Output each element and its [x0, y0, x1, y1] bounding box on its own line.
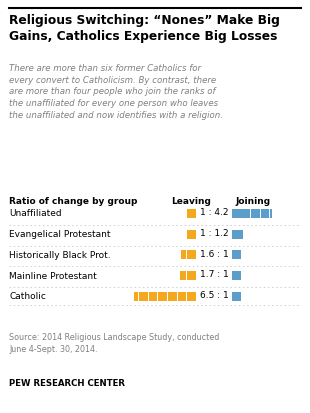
Bar: [261, 209, 269, 218]
Text: Catholic: Catholic: [9, 292, 46, 301]
Text: 6.5 : 1: 6.5 : 1: [200, 290, 228, 299]
Bar: [134, 292, 138, 301]
Text: Religious Switching: “Nones” Make Big
Gains, Catholics Experience Big Losses: Religious Switching: “Nones” Make Big Ga…: [9, 14, 280, 43]
Text: 1 : 4.2: 1 : 4.2: [200, 208, 228, 217]
Bar: [232, 292, 241, 301]
Bar: [168, 292, 177, 301]
Text: Leaving: Leaving: [171, 196, 210, 205]
Bar: [180, 271, 186, 280]
Bar: [187, 209, 196, 218]
Bar: [232, 271, 241, 280]
Text: Ratio of change by group: Ratio of change by group: [9, 196, 138, 205]
Text: 1.6 : 1: 1.6 : 1: [200, 249, 228, 258]
Bar: [232, 230, 241, 239]
Bar: [187, 271, 196, 280]
Text: There are more than six former Catholics for
every convert to Catholicism. By co: There are more than six former Catholics…: [9, 64, 223, 119]
Bar: [178, 292, 186, 301]
Bar: [241, 209, 250, 218]
Bar: [232, 209, 241, 218]
Bar: [187, 292, 196, 301]
Text: Unaffiliated: Unaffiliated: [9, 209, 62, 218]
Bar: [270, 209, 272, 218]
Bar: [139, 292, 148, 301]
Bar: [187, 230, 196, 239]
Text: Evangelical Protestant: Evangelical Protestant: [9, 230, 111, 239]
Bar: [241, 230, 243, 239]
Text: Source: 2014 Religious Landscape Study, conducted
June 4-Sept. 30, 2014.: Source: 2014 Religious Landscape Study, …: [9, 332, 220, 353]
Text: 1 : 1.2: 1 : 1.2: [200, 228, 228, 237]
Text: 1.7 : 1: 1.7 : 1: [200, 270, 228, 279]
Bar: [149, 292, 157, 301]
Bar: [187, 251, 196, 260]
Bar: [251, 209, 260, 218]
Text: Joining: Joining: [235, 196, 270, 205]
Bar: [232, 251, 241, 260]
Bar: [158, 292, 167, 301]
Text: PEW RESEARCH CENTER: PEW RESEARCH CENTER: [9, 378, 125, 387]
Bar: [181, 251, 186, 260]
Text: Historically Black Prot.: Historically Black Prot.: [9, 250, 111, 259]
Text: Mainline Protestant: Mainline Protestant: [9, 271, 97, 280]
